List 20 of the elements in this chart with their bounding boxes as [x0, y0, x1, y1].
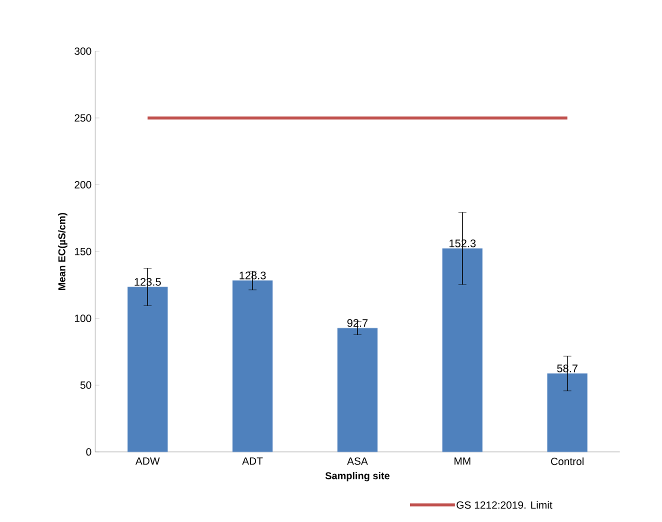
bar — [232, 280, 273, 452]
y-tick-label: 300 — [74, 47, 92, 55]
x-tick-label: ADT — [242, 457, 263, 465]
x-tick-label: Control — [551, 457, 584, 466]
bar — [547, 373, 588, 452]
x-tick-label: ADW — [135, 457, 160, 465]
y-tick-label: 0 — [86, 448, 92, 456]
x-tick-label: MM — [454, 457, 470, 465]
bar — [127, 286, 168, 452]
bar — [442, 248, 483, 452]
y-tick-label: 200 — [74, 181, 92, 188]
x-axis-title: Sampling site — [325, 472, 390, 482]
legend-label: GS 1212:2019. Limit — [456, 501, 552, 509]
y-tick-label: 150 — [74, 248, 92, 256]
y-tick-label: 250 — [74, 114, 92, 122]
y-tick-label: 100 — [74, 314, 92, 322]
x-tick-label: ASA — [347, 457, 368, 465]
y-axis-title: Mean EC(µS/cm) — [58, 212, 68, 290]
y-tick-label: 50 — [80, 381, 92, 389]
bar — [337, 328, 378, 452]
